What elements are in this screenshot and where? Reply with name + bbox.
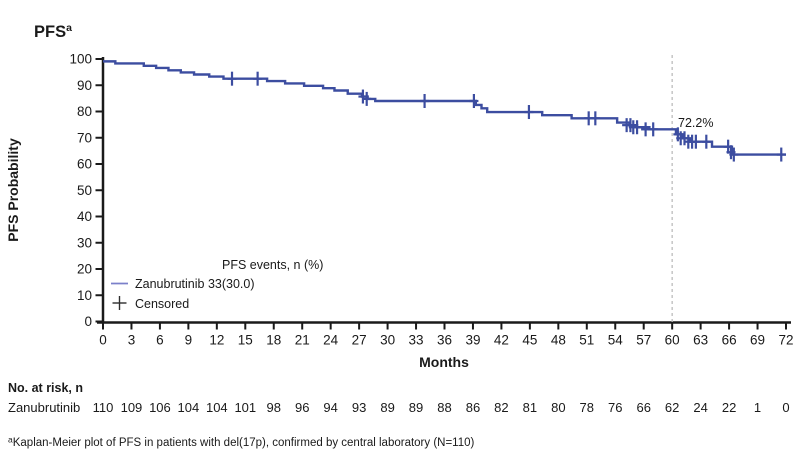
figure-title-superscript: a xyxy=(66,22,72,34)
y-tick-label: 80 xyxy=(77,104,92,119)
x-tick-label: 18 xyxy=(266,333,281,348)
y-tick-label: 20 xyxy=(77,262,92,277)
risk-value: 104 xyxy=(178,400,200,415)
x-axis-title: Months xyxy=(419,354,469,370)
x-tick-label: 36 xyxy=(437,333,452,348)
x-tick-label: 54 xyxy=(608,333,624,348)
x-tick-label: 42 xyxy=(494,333,509,348)
x-tick-label: 57 xyxy=(636,333,651,348)
y-tick-label: 40 xyxy=(77,209,92,224)
risk-value: 24 xyxy=(693,400,707,415)
risk-value: 66 xyxy=(636,400,650,415)
risk-value: 93 xyxy=(352,400,366,415)
y-tick-label: 0 xyxy=(84,314,92,329)
legend-censored-plus-icon xyxy=(112,296,127,310)
risk-value: 96 xyxy=(295,400,309,415)
risk-value: 89 xyxy=(409,400,423,415)
landmark-percentage-label: 72.2% xyxy=(678,116,713,130)
x-tick-label: 3 xyxy=(128,333,136,348)
y-tick-label: 70 xyxy=(77,130,92,145)
x-tick-label: 15 xyxy=(238,333,253,348)
footnote-superscript: a xyxy=(8,435,13,445)
risk-value: 62 xyxy=(665,400,679,415)
figure-title: PFSa xyxy=(34,22,72,41)
figure-title-text: PFS xyxy=(34,23,66,41)
footnote: aKaplan-Meier plot of PFS in patients wi… xyxy=(8,435,475,450)
risk-value: 104 xyxy=(206,400,228,415)
risk-value: 86 xyxy=(466,400,480,415)
legend-item-censored: Censored xyxy=(135,297,189,311)
risk-value: 81 xyxy=(523,400,537,415)
risk-value: 88 xyxy=(437,400,451,415)
risk-value: 1 xyxy=(754,400,761,415)
legend-header: PFS events, n (%) xyxy=(222,258,323,272)
risk-value: 0 xyxy=(782,400,789,415)
risk-value: 94 xyxy=(323,400,337,415)
x-tick-label: 24 xyxy=(323,333,339,348)
x-tick-label: 30 xyxy=(380,333,395,348)
y-tick-label: 60 xyxy=(77,157,92,172)
y-tick-label: 90 xyxy=(77,78,92,93)
x-tick-label: 27 xyxy=(352,333,367,348)
risk-value: 110 xyxy=(93,400,114,415)
risk-value: 82 xyxy=(494,400,508,415)
risk-value: 76 xyxy=(608,400,622,415)
x-tick-label: 69 xyxy=(750,333,765,348)
legend-item-zanubrutinib: Zanubrutinib 33(30.0) xyxy=(135,277,255,291)
risk-value: 80 xyxy=(551,400,565,415)
y-tick-label: 30 xyxy=(77,235,92,250)
risk-table-header: No. at risk, n xyxy=(8,381,83,395)
y-axis-title: PFS Probability xyxy=(5,138,21,242)
y-tick-label: 50 xyxy=(77,183,92,198)
risk-value: 78 xyxy=(580,400,594,415)
risk-value: 101 xyxy=(234,400,256,415)
x-tick-label: 51 xyxy=(579,333,594,348)
x-tick-label: 9 xyxy=(185,333,193,348)
y-tick-label: 10 xyxy=(77,288,92,303)
risk-value: 98 xyxy=(267,400,281,415)
x-tick-label: 21 xyxy=(295,333,310,348)
x-tick-label: 48 xyxy=(551,333,566,348)
risk-row-label: Zanubrutinib xyxy=(8,400,80,415)
x-tick-label: 72 xyxy=(778,333,793,348)
risk-value: 22 xyxy=(722,400,736,415)
x-tick-label: 60 xyxy=(665,333,680,348)
risk-value: 89 xyxy=(380,400,394,415)
x-tick-label: 12 xyxy=(209,333,224,348)
x-tick-label: 0 xyxy=(99,333,107,348)
footnote-text: Kaplan-Meier plot of PFS in patients wit… xyxy=(13,437,475,449)
x-tick-label: 63 xyxy=(693,333,708,348)
x-tick-label: 66 xyxy=(722,333,737,348)
risk-value: 106 xyxy=(149,400,171,415)
risk-value: 109 xyxy=(121,400,143,415)
x-tick-label: 39 xyxy=(465,333,480,348)
legend: PFS events, n (%) Zanubrutinib 33(30.0) … xyxy=(111,258,323,311)
x-tick-label: 45 xyxy=(522,333,537,348)
x-tick-label: 6 xyxy=(156,333,164,348)
x-tick-label: 33 xyxy=(409,333,424,348)
y-tick-label: 100 xyxy=(69,52,92,67)
number-at-risk-table: No. at risk, n Zanubrutinib xyxy=(8,381,83,415)
